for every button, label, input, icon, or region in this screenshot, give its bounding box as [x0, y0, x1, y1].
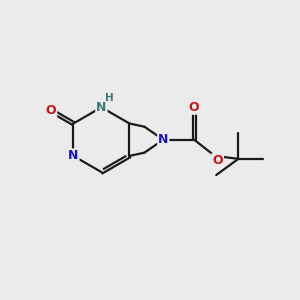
Text: O: O — [46, 104, 56, 117]
Text: N: N — [68, 149, 79, 162]
Text: O: O — [212, 154, 223, 167]
Text: N: N — [158, 133, 168, 146]
Text: H: H — [105, 94, 114, 103]
Text: N: N — [96, 101, 106, 114]
Text: O: O — [189, 101, 200, 114]
